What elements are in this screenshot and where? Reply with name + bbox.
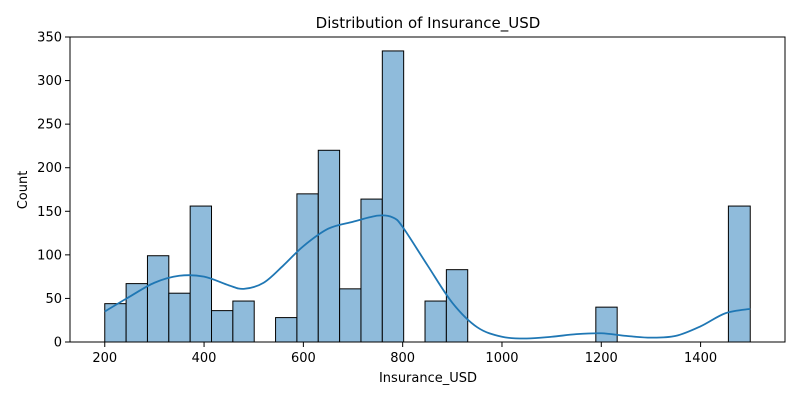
histogram-bar-4 [189, 205, 213, 343]
histogram-bar-10 [339, 288, 362, 343]
histogram-bar-3 [168, 292, 191, 343]
x-tick-label: 1200 [585, 351, 618, 366]
histogram-bar-9 [317, 149, 341, 343]
histogram-bar-13 [424, 300, 447, 343]
histogram-bar-14 [445, 269, 469, 343]
y-axis-title: Count [16, 171, 31, 210]
histogram-bar-8 [296, 193, 319, 343]
y-tick-label: 100 [37, 248, 62, 263]
histogram-bar-11 [360, 198, 383, 343]
chart-title: Distribution of Insurance_USD [316, 14, 541, 33]
y-tick-label: 150 [37, 205, 62, 220]
x-tick-label: 400 [192, 351, 217, 366]
y-tick-label: 300 [37, 74, 62, 89]
histogram-bar-7 [275, 317, 298, 343]
plot-frame [69, 36, 786, 343]
x-axis: 200 400 600 800 1000 1200 1400 [92, 342, 717, 366]
x-tick-label: 1000 [485, 351, 518, 366]
histogram-bar-2 [146, 255, 170, 343]
y-tick-label: 200 [37, 161, 62, 176]
histogram-bar-5 [211, 310, 234, 343]
histogram-bar-6 [232, 300, 255, 343]
y-axis: 0 50 100 150 200 250 300 350 [37, 31, 70, 351]
x-tick-label: 200 [92, 351, 117, 366]
x-tick-label: 1400 [684, 351, 717, 366]
y-tick-label: 0 [54, 336, 62, 351]
histogram-bar-16 [727, 205, 751, 343]
y-tick-label: 250 [37, 118, 62, 133]
y-tick-label: 350 [37, 31, 62, 46]
y-tick-label: 50 [45, 292, 62, 307]
histogram-bar-15 [595, 306, 618, 343]
histogram-bar-12 [381, 50, 405, 343]
x-axis-title: Insurance_USD [379, 371, 477, 386]
x-tick-label: 600 [291, 351, 316, 366]
kde-line [104, 214, 751, 340]
x-tick-label: 800 [390, 351, 415, 366]
bars-layer [104, 50, 751, 343]
